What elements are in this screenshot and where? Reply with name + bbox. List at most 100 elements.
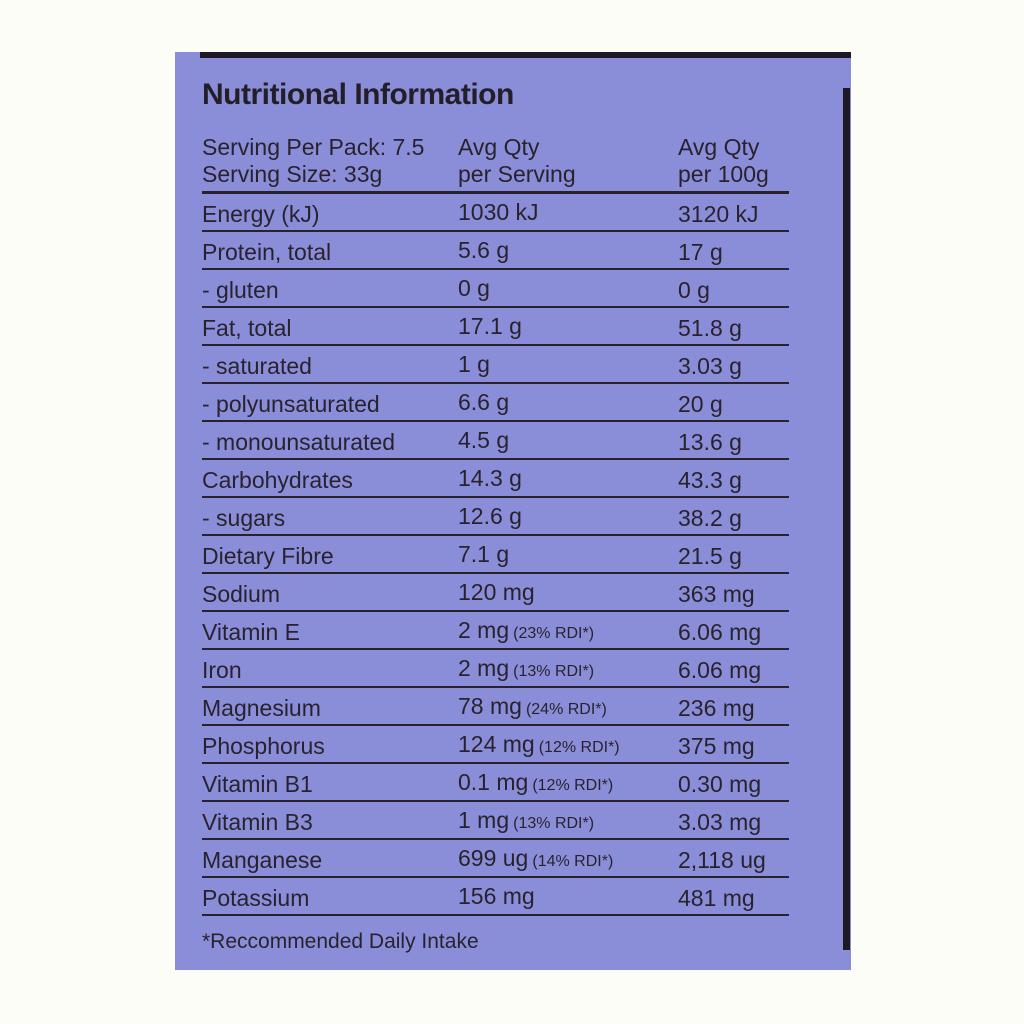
table-row: - polyunsaturated 6.6 g 20 g: [202, 384, 789, 422]
table-row: Vitamin E 2 mg (23% RDI*) 6.06 mg: [202, 612, 789, 650]
per-serving-value: 1030 kJ: [458, 199, 539, 225]
per-100g-value: 6.06 mg: [678, 619, 762, 645]
table-row: Phosphorus 124 mg (12% RDI*) 375 mg: [202, 726, 789, 764]
rdi-percentage-note: (13% RDI*): [513, 815, 595, 832]
nutrient-label: - polyunsaturated: [202, 391, 380, 417]
per-serving-value: 17.1 g: [458, 313, 522, 339]
per-serving-value: 5.6 g: [458, 237, 510, 263]
nutrient-label: Vitamin E: [202, 619, 301, 645]
nutrient-label: Manganese: [202, 847, 323, 873]
label-content: Nutritional Information Serving Per Pack…: [202, 52, 789, 954]
per-100g-value: 236 mg: [678, 695, 755, 721]
table-row: Fat, total 17.1 g 51.8 g: [202, 308, 789, 346]
page-title: Nutritional Information: [202, 78, 514, 111]
nutrient-label: - monounsaturated: [202, 429, 396, 455]
nutrient-label: Dietary Fibre: [202, 543, 334, 569]
nutrition-label-panel: Nutritional Information Serving Per Pack…: [175, 52, 851, 970]
per-100g-value: 375 mg: [678, 733, 755, 759]
per-100g-value: 3120 kJ: [678, 201, 759, 227]
table-row: Dietary Fibre 7.1 g 21.5 g: [202, 536, 789, 574]
per-serving-value: 2 mg (23% RDI*): [458, 617, 595, 643]
header-serving-info: Serving Per Pack: 7.5 Serving Size: 33g: [202, 134, 458, 188]
nutrient-label: - gluten: [202, 277, 279, 303]
table-row: Iron 2 mg (13% RDI*) 6.06 mg: [202, 650, 789, 688]
nutrient-label: Phosphorus: [202, 733, 325, 759]
avg-qty-serving-line1: Avg Qty: [458, 134, 540, 160]
table-row: - saturated 1 g 3.03 g: [202, 346, 789, 384]
per-serving-value: 12.6 g: [458, 503, 522, 529]
per-serving-value: 0 g: [458, 275, 490, 301]
nutrient-label: Iron: [202, 657, 242, 683]
per-serving-value: 0.1 mg (12% RDI*): [458, 769, 614, 795]
per-serving-value: 4.5 g: [458, 427, 510, 453]
nutrition-table: Serving Per Pack: 7.5 Serving Size: 33g …: [202, 134, 789, 916]
per-100g-value: 3.03 g: [678, 353, 742, 379]
per-serving-value: 1 g: [458, 351, 490, 377]
per-100g-value: 3.03 mg: [678, 809, 762, 835]
rdi-percentage-note: (24% RDI*): [525, 701, 607, 718]
nutrient-label: Magnesium: [202, 695, 321, 721]
table-row: Vitamin B1 0.1 mg (12% RDI*) 0.30 mg: [202, 764, 789, 802]
table-row: - sugars 12.6 g 38.2 g: [202, 498, 789, 536]
rdi-footnote: *Reccommended Daily Intake: [202, 930, 479, 953]
top-border-bar: [200, 52, 851, 58]
per-serving-value: 156 mg: [458, 883, 535, 909]
serving-per-pack-text: Serving Per Pack: 7.5: [202, 134, 425, 160]
nutrient-label: Carbohydrates: [202, 467, 353, 493]
header-col-per-serving: Avg Qty per Serving: [458, 134, 678, 188]
nutrient-label: Fat, total: [202, 315, 292, 341]
table-row: Protein, total 5.6 g 17 g: [202, 232, 789, 270]
table-row: Sodium 120 mg 363 mg: [202, 574, 789, 612]
nutrient-label: Vitamin B1: [202, 771, 313, 797]
table-row: Potassium 156 mg 481 mg: [202, 878, 789, 916]
table-row: Vitamin B3 1 mg (13% RDI*) 3.03 mg: [202, 802, 789, 840]
per-serving-value: 124 mg (12% RDI*): [458, 731, 620, 757]
per-serving-value: 6.6 g: [458, 389, 510, 415]
header-col-per-100g: Avg Qty per 100g: [678, 134, 789, 188]
per-100g-value: 51.8 g: [678, 315, 742, 341]
nutrient-label: - saturated: [202, 353, 312, 379]
per-serving-value: 78 mg (24% RDI*): [458, 693, 607, 719]
table-row: Energy (kJ) 1030 kJ 3120 kJ: [202, 194, 789, 232]
rdi-percentage-note: (14% RDI*): [532, 853, 614, 870]
avg-qty-serving-line2: per Serving: [458, 161, 576, 187]
per-100g-value: 43.3 g: [678, 467, 742, 493]
per-100g-value: 2,118 ug: [678, 847, 766, 873]
rdi-percentage-note: (12% RDI*): [532, 777, 614, 794]
table-header-row: Serving Per Pack: 7.5 Serving Size: 33g …: [202, 134, 789, 194]
per-100g-value: 0.30 mg: [678, 771, 762, 797]
nutrient-label: Protein, total: [202, 239, 332, 265]
per-serving-value: 2 mg (13% RDI*): [458, 655, 595, 681]
nutrient-label: Vitamin B3: [202, 809, 313, 835]
per-100g-value: 17 g: [678, 239, 723, 265]
per-serving-value: 7.1 g: [458, 541, 510, 567]
rdi-percentage-note: (13% RDI*): [513, 663, 595, 680]
table-row: - monounsaturated 4.5 g 13.6 g: [202, 422, 789, 460]
rdi-percentage-note: (23% RDI*): [513, 625, 595, 642]
per-100g-value: 38.2 g: [678, 505, 742, 531]
per-100g-value: 0 g: [678, 277, 710, 303]
per-100g-value: 20 g: [678, 391, 723, 417]
per-serving-value: 14.3 g: [458, 465, 522, 491]
nutrient-label: Potassium: [202, 885, 310, 911]
table-rows: Energy (kJ) 1030 kJ 3120 kJ Protein, tot…: [202, 194, 789, 916]
avg-qty-100g-line2: per 100g: [678, 161, 769, 187]
nutrient-label: - sugars: [202, 505, 286, 531]
serving-size-text: Serving Size: 33g: [202, 161, 383, 187]
per-100g-value: 363 mg: [678, 581, 755, 607]
avg-qty-100g-line1: Avg Qty: [678, 134, 760, 160]
right-border-bar: [843, 88, 850, 950]
table-row: Carbohydrates 14.3 g 43.3 g: [202, 460, 789, 498]
nutrient-label: Energy (kJ): [202, 201, 320, 227]
rdi-percentage-note: (12% RDI*): [538, 739, 620, 756]
per-serving-value: 1 mg (13% RDI*): [458, 807, 595, 833]
per-serving-value: 120 mg: [458, 579, 535, 605]
per-100g-value: 481 mg: [678, 885, 755, 911]
per-100g-value: 21.5 g: [678, 543, 742, 569]
table-row: Manganese 699 ug (14% RDI*) 2,118 ug: [202, 840, 789, 878]
table-row: Magnesium 78 mg (24% RDI*) 236 mg: [202, 688, 789, 726]
per-serving-value: 699 ug (14% RDI*): [458, 845, 614, 871]
per-100g-value: 13.6 g: [678, 429, 742, 455]
per-100g-value: 6.06 mg: [678, 657, 762, 683]
nutrient-label: Sodium: [202, 581, 280, 607]
